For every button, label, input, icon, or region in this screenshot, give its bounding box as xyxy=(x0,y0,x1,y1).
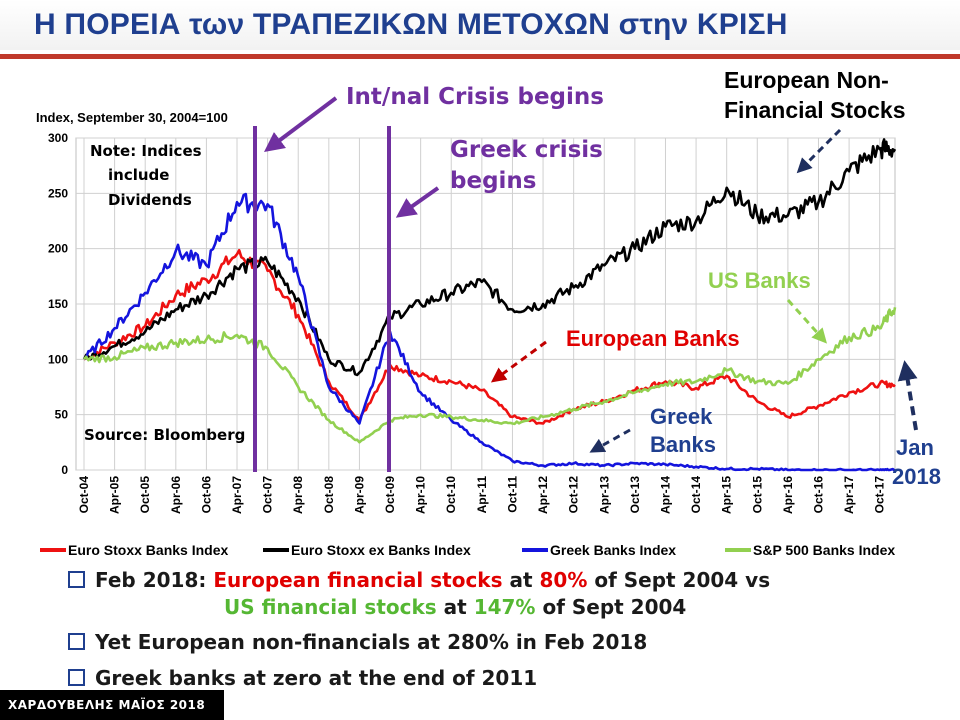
series-lines xyxy=(82,138,897,472)
grid-lines xyxy=(75,137,896,471)
x-tick-label: Apr-06 xyxy=(169,476,183,514)
footer-credit: ΧΑΡΔΟΥΒΕΛΗΣ ΜΑΪΟΣ 2018 xyxy=(0,690,224,720)
x-tick-label: Apr-07 xyxy=(230,476,244,514)
bullet-1-text-e: of Sept 2004 vs xyxy=(587,568,771,592)
series-line-3 xyxy=(83,192,896,472)
x-tick-label: Oct-10 xyxy=(444,476,458,514)
x-tick-label: Oct-05 xyxy=(138,476,152,514)
source-label: Source: Bloomberg xyxy=(84,426,245,444)
legend-label: S&P 500 Banks Index xyxy=(753,542,895,558)
checkbox-icon xyxy=(68,669,85,686)
bullet-1-text-i: of Sept 2004 xyxy=(535,595,687,619)
eu-nonfin-arrow xyxy=(796,128,842,174)
checkbox-icon xyxy=(68,633,85,650)
greek-banks-arrow xyxy=(589,428,631,453)
bullet-1-text-d: 80% xyxy=(539,568,588,592)
x-tick-label: Apr-12 xyxy=(536,476,550,514)
x-tick-label: Apr-15 xyxy=(720,476,734,514)
greek-crisis-arrow xyxy=(395,186,440,218)
x-tick-label: Oct-06 xyxy=(199,476,213,514)
y-axis-label: Index, September 30, 2004=100 xyxy=(36,110,228,125)
note-line-3: Dividends xyxy=(108,191,192,209)
y-tick-label: 0 xyxy=(61,463,68,477)
legend-label: Euro Stoxx ex Banks Index xyxy=(291,542,471,558)
bullet-1-text-h: 147% xyxy=(473,595,536,619)
x-tick-label: Apr-11 xyxy=(475,476,489,514)
greek-crisis-label-1: Greek crisis xyxy=(450,137,603,163)
x-tick-label: Apr-10 xyxy=(414,476,428,514)
series-line-4 xyxy=(83,307,897,444)
x-tick-label: Oct-07 xyxy=(261,476,275,514)
y-tick-label: 150 xyxy=(48,297,68,311)
x-tick-label: Apr-08 xyxy=(291,476,305,514)
x-tick-label: Apr-13 xyxy=(597,476,611,514)
legend-label: Euro Stoxx Banks Index xyxy=(68,542,228,558)
y-tick-label: 250 xyxy=(48,186,68,200)
series-line-1 xyxy=(83,249,896,425)
eu-banks-label: European Banks xyxy=(566,326,740,351)
x-tick-label: Apr-17 xyxy=(842,476,856,514)
bullet-2: Yet European non-financials at 280% in F… xyxy=(68,630,647,654)
eu-banks-arrow xyxy=(490,340,547,383)
greek-crisis-label-2: begins xyxy=(450,168,536,194)
bullet-3-text: Greek banks at zero at the end of 2011 xyxy=(95,666,538,690)
y-axis: 0 50 100 150 200 250 300 xyxy=(48,131,68,477)
note-line-1: Note: Indices xyxy=(90,142,202,160)
y-tick-label: 100 xyxy=(48,352,68,366)
title-band: Η ΠΟΡΕΙΑ των ΤΡΑΠΕΖΙΚΩΝ ΜΕΤΟΧΩΝ στην ΚΡΙ… xyxy=(0,0,960,50)
jan-label-2: 2018 xyxy=(892,464,941,489)
bullet-1-text-g: at xyxy=(436,595,474,619)
bullet-1-line-2: US financial stocks at 147% of Sept 2004 xyxy=(224,595,686,619)
us-banks-arrow xyxy=(786,298,828,344)
x-tick-label: Oct-09 xyxy=(383,476,397,514)
note-line-2: include xyxy=(108,166,169,184)
x-tick-label: Oct-12 xyxy=(567,476,581,514)
intl-crisis-label: Int/nal Crisis begins xyxy=(346,84,604,110)
y-tick-label: 50 xyxy=(55,408,69,422)
x-tick-label: Oct-16 xyxy=(811,476,825,514)
x-tick-label: Oct-04 xyxy=(77,476,91,514)
legend-label: Greek Banks Index xyxy=(550,542,676,558)
eu-nonfin-label-1: European Non- xyxy=(724,67,889,93)
x-tick-label: Oct-15 xyxy=(750,476,764,514)
x-tick-label: Apr-09 xyxy=(352,476,366,514)
x-tick-label: Oct-11 xyxy=(505,476,519,513)
y-tick-label: 300 xyxy=(48,131,68,145)
x-tick-label: Oct-13 xyxy=(628,476,642,514)
series-line-2 xyxy=(82,138,897,377)
bullet-3: Greek banks at zero at the end of 2011 xyxy=(68,666,537,690)
checkbox-icon xyxy=(68,571,85,588)
title-divider xyxy=(0,54,960,59)
bullet-2-text: Yet European non-financials at 280% in F… xyxy=(95,630,648,654)
bullet-1-text-b: European financial stocks xyxy=(213,568,503,592)
bullet-1-text-c: at xyxy=(502,568,540,592)
page-title: Η ΠΟΡΕΙΑ των ΤΡΑΠΕΖΙΚΩΝ ΜΕΤΟΧΩΝ στην ΚΡΙ… xyxy=(34,8,788,41)
us-banks-label: US Banks xyxy=(708,268,811,293)
greek-banks-label-1: Greek xyxy=(650,404,713,429)
jan-arrow xyxy=(897,360,918,431)
greek-banks-label-2: Banks xyxy=(650,432,716,457)
eu-nonfin-label-2: Financial Stocks xyxy=(724,97,906,123)
x-tick-label: Apr-14 xyxy=(658,476,672,514)
x-tick-label: Oct-08 xyxy=(322,476,336,514)
bullet-1-line-1: Feb 2018: European financial stocks at 8… xyxy=(68,568,770,592)
chart-legend: Euro Stoxx Banks Index Euro Stoxx ex Bank… xyxy=(40,542,895,558)
y-tick-label: 200 xyxy=(48,242,68,256)
bullet-1-text-a: Feb 2018: xyxy=(95,568,214,592)
intl-crisis-arrow xyxy=(264,96,338,152)
bullet-1-text-f: US financial stocks xyxy=(224,595,437,619)
x-tick-label: Oct-17 xyxy=(873,476,887,514)
x-tick-label: Apr-16 xyxy=(781,476,795,514)
jan-label-1: Jan xyxy=(896,435,934,460)
line-chart: 0 50 100 150 200 250 300 Oct-04 Apr-05 Oct-05 Apr… xyxy=(36,67,941,558)
x-tick-label: Oct-14 xyxy=(689,476,703,514)
x-tick-label: Apr-05 xyxy=(108,476,122,514)
x-axis: Oct-04 Apr-05 Oct-05 Apr-06 Oct-06 Apr-07 Oct-… xyxy=(77,476,887,514)
